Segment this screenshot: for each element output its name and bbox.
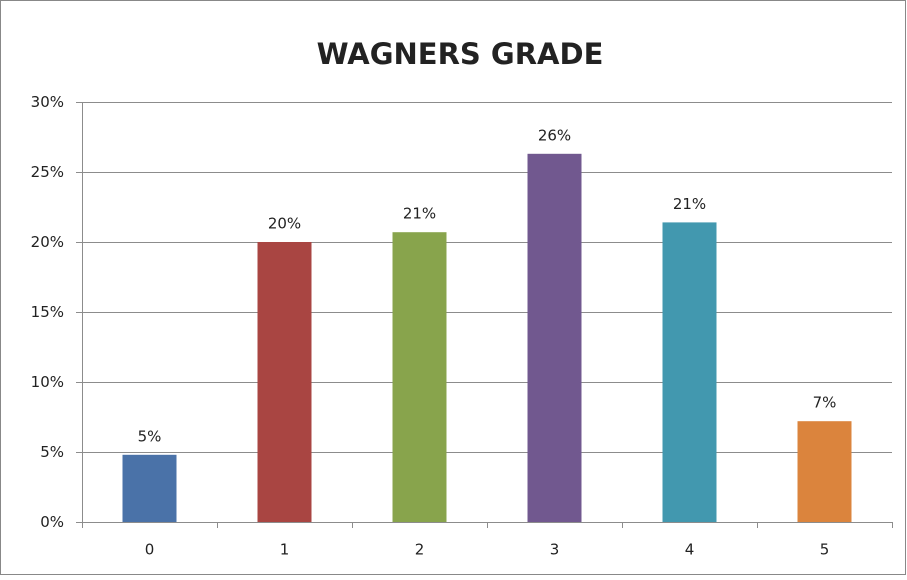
chart-title: WAGNERS GRADE [317,37,604,71]
y-tick-label: 30% [31,93,64,111]
data-label: 26% [538,126,571,144]
y-tick-label: 0% [40,513,64,531]
data-label: 21% [673,195,706,213]
y-tick-label: 15% [31,303,64,321]
x-tick-label: 5 [820,541,830,559]
bar [392,232,447,522]
x-tick-label: 0 [145,541,155,559]
data-label: 20% [268,215,301,233]
y-tick-label: 25% [31,163,64,181]
data-label: 21% [403,205,436,223]
bar [122,454,177,522]
bar [797,421,852,522]
bar [257,242,312,522]
bar [662,222,717,522]
data-label: 5% [138,427,162,445]
bar [527,153,582,523]
y-tick-label: 5% [40,443,64,461]
x-tick-label: 3 [550,541,560,559]
y-tick-label: 20% [31,233,64,251]
y-tick-label: 10% [31,373,64,391]
data-label: 7% [813,394,837,412]
x-tick-label: 1 [280,541,290,559]
x-tick-label: 4 [685,541,695,559]
x-tick-label: 2 [415,541,425,559]
